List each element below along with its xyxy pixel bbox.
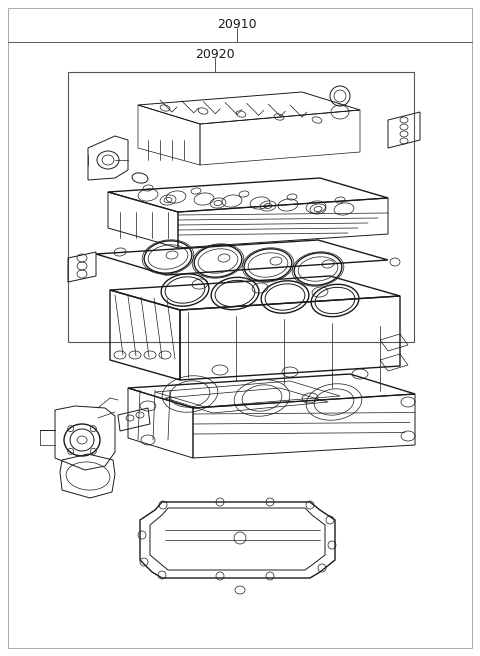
Text: 20920: 20920 xyxy=(195,48,235,61)
Bar xyxy=(68,72,414,342)
Text: 20910: 20910 xyxy=(217,18,257,31)
